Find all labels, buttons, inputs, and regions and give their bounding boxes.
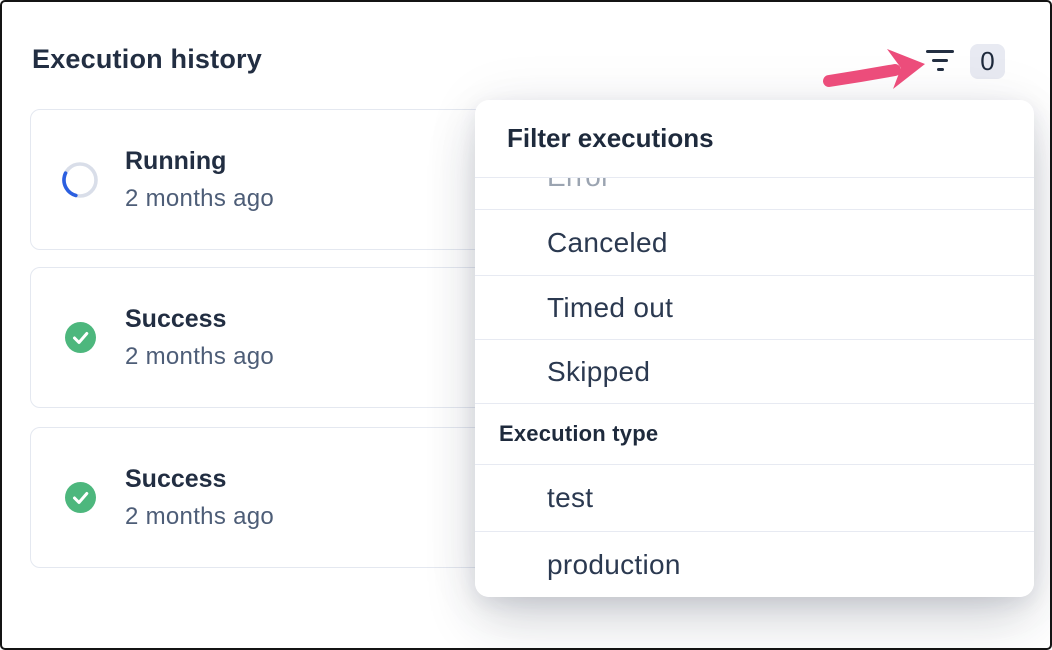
filter-option-timed-out[interactable]: Timed out — [475, 276, 1034, 340]
filter-icon[interactable] — [926, 50, 954, 71]
execution-status: Running — [125, 146, 227, 175]
filter-option-canceled[interactable]: Canceled — [475, 210, 1034, 276]
success-check-icon — [61, 322, 99, 353]
success-check-icon — [61, 482, 99, 513]
filter-icon-bar — [936, 67, 944, 71]
filter-count-badge: 0 — [970, 44, 1005, 79]
execution-time: 2 months ago — [125, 502, 275, 530]
filter-option-test[interactable]: test — [475, 465, 1034, 532]
execution-meta: Running 2 months ago — [125, 147, 274, 213]
filter-option-skipped[interactable]: Skipped — [475, 340, 1034, 404]
filter-panel-title: Filter executions — [475, 100, 1034, 178]
execution-meta: Success 2 months ago — [125, 465, 274, 531]
filter-icon-bar — [932, 58, 948, 63]
execution-status: Success — [125, 304, 227, 333]
execution-time: 2 months ago — [125, 342, 275, 370]
execution-status: Success — [125, 464, 227, 493]
filter-icon-bar — [926, 50, 954, 54]
execution-meta: Success 2 months ago — [125, 305, 274, 371]
filter-option-production[interactable]: production — [475, 532, 1034, 597]
execution-time: 2 months ago — [125, 184, 275, 212]
filter-options-list: Error Canceled Timed out Skipped Executi… — [475, 178, 1034, 597]
filter-panel: Filter executions Error Canceled Timed o… — [475, 100, 1034, 597]
filter-section-execution-type: Execution type — [475, 404, 1034, 465]
running-spinner-icon — [61, 161, 99, 199]
filter-option-error[interactable]: Error — [475, 178, 1034, 210]
annotation-arrow-icon — [823, 49, 925, 89]
page-title: Execution history — [32, 44, 262, 74]
